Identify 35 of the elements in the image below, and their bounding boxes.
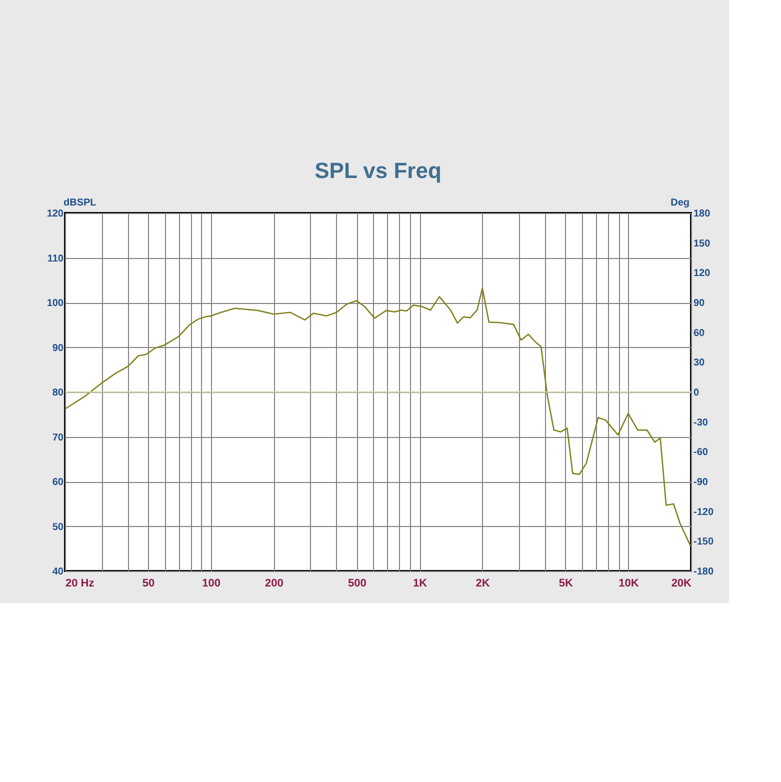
y2-tick-label: 60 bbox=[694, 328, 706, 339]
y2-tick-label: 120 bbox=[694, 268, 711, 280]
y-tick-label: 90 bbox=[52, 342, 64, 354]
y-tick-label: 80 bbox=[52, 388, 64, 398]
y2-tick-label: 150 bbox=[694, 238, 711, 250]
y2-tick-label: -30 bbox=[694, 417, 708, 428]
y-tick-label: 40 bbox=[52, 566, 64, 578]
x-tick-label: 100 bbox=[202, 578, 221, 590]
y2-tick-label: 30 bbox=[694, 358, 706, 369]
y-tick-label: 60 bbox=[52, 477, 64, 488]
y-tick-label: 110 bbox=[47, 253, 64, 264]
y2-tick-label: -150 bbox=[694, 536, 714, 548]
y2-tick-label: 0 bbox=[694, 388, 700, 398]
x-tick-label: 200 bbox=[264, 578, 284, 590]
y2-tick-label: -180 bbox=[694, 566, 714, 578]
y2-axis-title: Deg bbox=[670, 198, 690, 208]
x-tick-label: 1K bbox=[412, 578, 428, 590]
y-axis-title: dBSPL bbox=[64, 198, 96, 208]
y2-tick-label: -120 bbox=[694, 506, 714, 518]
y-tick-label: 70 bbox=[52, 432, 64, 444]
x-tick-label: 50 bbox=[142, 578, 155, 590]
y2-tick-label: 90 bbox=[694, 298, 706, 309]
y-tick-label: 50 bbox=[52, 522, 64, 533]
y-tick-label: 100 bbox=[46, 298, 64, 309]
x-tick-label: 5K bbox=[558, 578, 573, 590]
x-tick-label: 20K bbox=[671, 578, 692, 590]
y2-tick-label: -60 bbox=[694, 447, 708, 458]
x-tick-label: 500 bbox=[348, 578, 366, 590]
x-tick-label: 10K bbox=[618, 578, 639, 590]
y-tick-label: 120 bbox=[46, 208, 64, 220]
x-tick-label: 2K bbox=[476, 578, 490, 590]
x-tick-label: 20 Hz bbox=[66, 578, 95, 590]
y2-tick-label: -90 bbox=[694, 477, 708, 488]
chart-title: SPL vs Freq bbox=[314, 158, 442, 183]
y2-tick-label: 180 bbox=[694, 208, 711, 220]
